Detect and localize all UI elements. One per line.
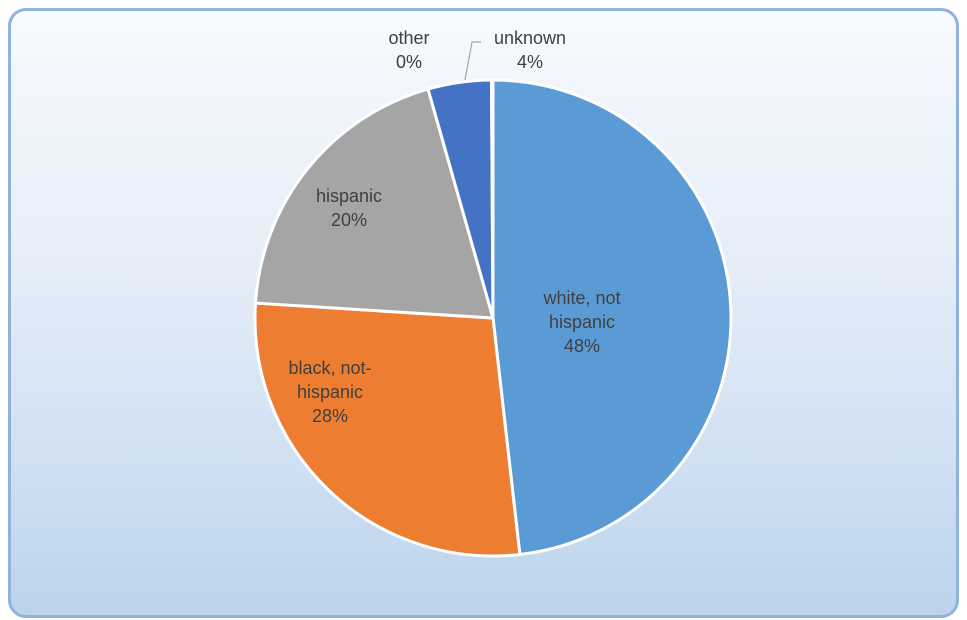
pie-slice-other [490, 78, 495, 320]
data-label-white-not-hispanic: white, not hispanic 48% [542, 288, 620, 356]
category-label: black, not- [288, 358, 371, 378]
data-label-black-not-hispanic: black, not-hispanic 28% [288, 358, 371, 426]
percent-label: 0% [396, 52, 422, 72]
pie-slice-white-not-hispanic [491, 78, 733, 556]
category-label: hispanic [316, 186, 382, 206]
percent-label: 28% [312, 406, 348, 426]
unknown-leader-line [464, 41, 481, 81]
category-label: hispanic [549, 312, 615, 332]
category-label: white, not [542, 288, 620, 308]
category-label: hispanic [297, 382, 363, 402]
data-label-unknown: unknown 4% [494, 28, 566, 72]
pie-slices [253, 78, 733, 558]
percent-label: 48% [564, 336, 600, 356]
percent-label: 20% [331, 210, 367, 230]
pie-slice-black-not-hispanic [253, 301, 522, 558]
pie-slice-hispanic [253, 87, 495, 320]
category-label: unknown [494, 28, 566, 48]
data-label-hispanic: hispanic 20% [316, 186, 382, 230]
data-label-other: other 0% [388, 28, 429, 72]
category-label: other [388, 28, 429, 48]
data-labels: white, not hispanic 48% black, not-hispanic… [288, 28, 620, 426]
percent-label: 4% [517, 52, 543, 72]
